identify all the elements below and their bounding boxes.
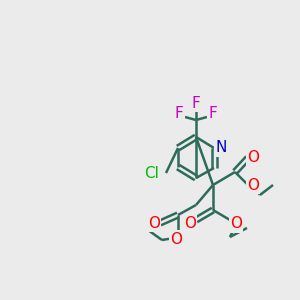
- Text: F: F: [192, 95, 200, 110]
- Text: O: O: [230, 217, 242, 232]
- Text: F: F: [175, 106, 183, 121]
- Text: O: O: [148, 215, 160, 230]
- Text: O: O: [247, 178, 259, 193]
- Text: N: N: [215, 140, 227, 155]
- Text: O: O: [184, 217, 196, 232]
- Text: F: F: [208, 106, 217, 121]
- Text: Cl: Cl: [145, 166, 159, 181]
- Text: O: O: [247, 151, 259, 166]
- Text: O: O: [170, 232, 182, 247]
